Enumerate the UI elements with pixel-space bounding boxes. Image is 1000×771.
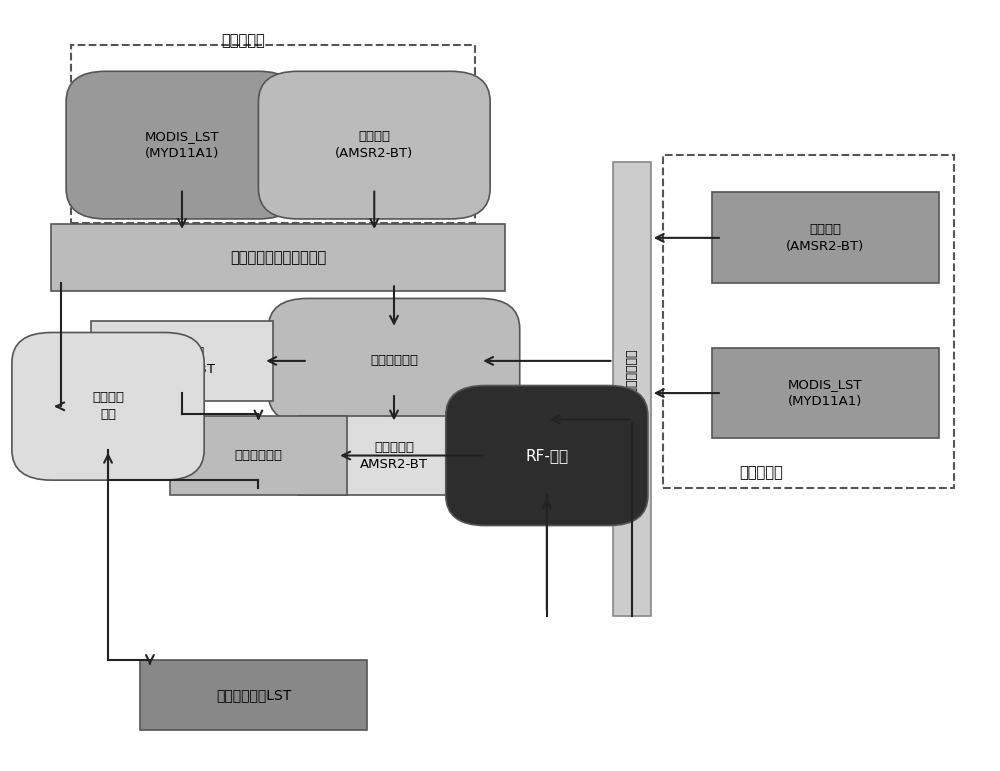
Text: 近实时全天候LST: 近实时全天候LST [216,689,291,702]
FancyBboxPatch shape [170,416,347,495]
Text: 数据驱动统计与时序回归: 数据驱动统计与时序回归 [626,348,639,430]
Text: 数据与预处理与时空匹配: 数据与预处理与时空匹配 [230,250,326,265]
FancyBboxPatch shape [258,71,490,219]
Text: 近实时数据: 近实时数据 [222,33,265,48]
Text: 近实时 无缝
AMSR2-BT: 近实时 无缝 AMSR2-BT [148,346,216,376]
FancyBboxPatch shape [712,348,939,439]
Text: 系统误差
校正: 系统误差 校正 [92,392,124,421]
FancyBboxPatch shape [12,332,204,480]
FancyBboxPatch shape [51,224,505,291]
Text: 长时序数据: 长时序数据 [739,465,783,480]
Text: 辅助数据
(AMSR2-BT): 辅助数据 (AMSR2-BT) [786,223,865,253]
FancyBboxPatch shape [140,660,367,730]
Text: 长时序无缝
AMSR2-BT: 长时序无缝 AMSR2-BT [360,440,428,470]
Text: 辅助数据
(AMSR2-BT): 辅助数据 (AMSR2-BT) [335,130,413,160]
Text: MODIS_LST
(MYD11A1): MODIS_LST (MYD11A1) [788,378,863,408]
FancyBboxPatch shape [298,416,490,495]
FancyBboxPatch shape [712,193,939,283]
Text: 轨道间隙填补: 轨道间隙填补 [370,355,418,368]
FancyBboxPatch shape [613,162,651,617]
Text: RF-回归: RF-回归 [525,448,568,463]
FancyBboxPatch shape [268,298,520,423]
Text: MODIS_LST
(MYD11A1): MODIS_LST (MYD11A1) [145,130,219,160]
FancyBboxPatch shape [91,322,273,401]
FancyBboxPatch shape [446,386,648,526]
FancyBboxPatch shape [66,71,298,219]
Text: 初始回归模型: 初始回归模型 [234,449,282,462]
